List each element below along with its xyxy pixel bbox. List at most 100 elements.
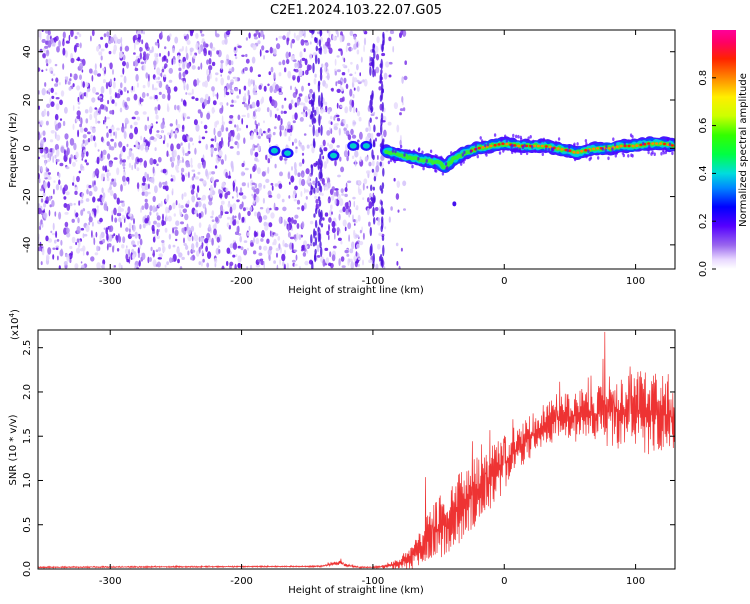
ridge-fringe-speck [463,150,466,155]
noise-speck [87,138,91,143]
noise-speck [350,128,354,135]
noise-speck [336,69,341,73]
noise-speck [296,223,300,229]
noise-speck [148,73,150,82]
noise-speck [41,69,44,73]
noise-speck [38,149,41,154]
noise-speck [152,259,157,268]
noise-speck [278,88,282,93]
noise-speck [251,182,256,186]
noise-speck [137,247,140,255]
noise-speck [113,34,117,42]
ridge-fringe-speck [611,147,614,151]
noise-speck [252,44,257,51]
noise-speck [52,247,56,250]
noise-speck [171,161,175,168]
noise-speck [301,85,304,92]
noise-speck [194,176,199,180]
noise-speck [248,225,251,231]
noise-speck [339,156,342,162]
noise-speck [359,229,362,234]
noise-speck [187,136,189,142]
noise-speck [239,187,243,194]
noise-speck [214,216,219,223]
noise-speck [44,153,47,159]
noise-speck [275,37,278,41]
noise-speck [253,33,257,37]
ridge-fringe-speck [396,157,399,161]
noise-speck [144,191,149,197]
noise-streak [319,72,323,81]
noise-streak [379,63,382,68]
noise-speck [310,143,314,147]
noise-speck [375,116,378,120]
noise-speck [388,36,392,42]
noise-speck [161,240,165,243]
ridge-fringe-speck [627,154,630,158]
ridge-fringe-speck [418,147,421,151]
noise-speck [385,30,389,33]
noise-speck [43,171,48,178]
noise-speck [44,82,47,87]
noise-speck [334,159,337,167]
noise-speck [168,67,173,74]
noise-speck [175,200,178,206]
noise-streak [317,57,320,65]
noise-speck [149,211,152,216]
noise-speck [59,249,64,257]
noise-speck [343,119,346,125]
noise-speck [332,245,337,249]
noise-speck [262,215,268,220]
noise-speck [221,181,226,188]
noise-speck [339,97,344,103]
noise-speck [43,202,47,208]
noise-speck [309,93,313,98]
ridge-fringe-speck [480,139,484,143]
noise-speck [255,123,259,130]
noise-speck [114,92,117,99]
noise-speck [62,38,65,42]
noise-speck [204,207,207,215]
noise-speck [88,184,92,189]
noise-speck [255,30,259,35]
noise-speck [82,81,85,88]
noise-streak [372,206,375,217]
noise-speck [96,245,99,252]
noise-speck [171,58,174,66]
noise-speck [86,188,89,195]
noise-speck [56,46,60,53]
noise-speck [264,225,269,231]
noise-speck [350,261,355,269]
noise-speck [92,196,96,203]
noise-speck [59,162,64,167]
noise-speck [342,219,347,227]
noise-speck [136,167,140,172]
ridge-fringe-speck [630,153,633,157]
noise-speck [51,232,56,236]
noise-speck [209,171,212,176]
noise-speck [51,78,54,82]
noise-speck [304,58,308,66]
noise-speck [154,94,158,100]
noise-speck [152,236,156,243]
noise-speck [250,148,254,156]
noise-speck [336,230,339,236]
noise-speck [135,74,139,82]
noise-speck [288,181,291,185]
noise-speck [263,184,266,189]
noise-speck [91,221,94,227]
noise-speck [328,234,330,241]
noise-speck [174,229,179,236]
snr-scale-note: (x104) [8,309,21,340]
noise-speck [41,39,46,43]
noise-speck [236,95,240,99]
noise-speck [244,167,249,171]
noise-speck [125,227,129,232]
noise-speck [260,98,263,105]
noise-speck [205,245,209,252]
noise-speck [172,202,176,210]
noise-speck [180,98,183,102]
noise-speck [345,45,348,53]
signal-ridge-peak [505,142,509,146]
noise-speck [353,87,356,91]
